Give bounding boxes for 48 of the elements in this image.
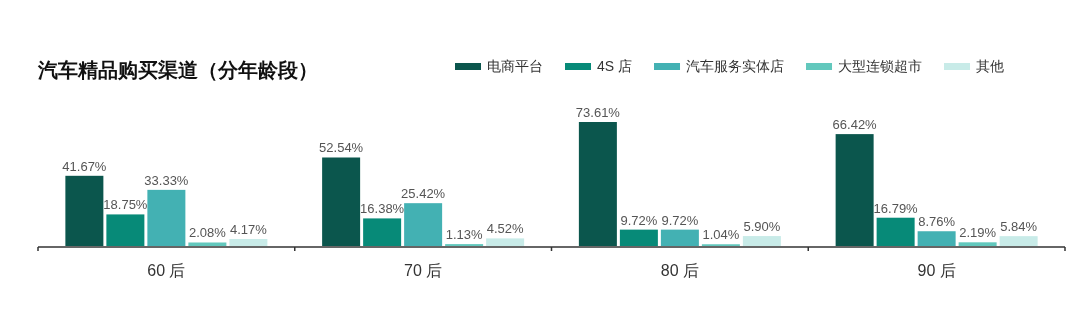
data-label: 4.52% — [486, 221, 524, 237]
data-label: 5.84% — [1000, 219, 1038, 235]
legend-label: 大型连锁超市 — [838, 58, 923, 74]
legend-label: 其他 — [976, 58, 1005, 74]
bar — [106, 214, 145, 246]
bar — [229, 238, 268, 246]
x-tick-label: 90 后 — [917, 262, 956, 279]
bar — [917, 231, 956, 246]
x-tick-label: 60 后 — [147, 262, 186, 279]
bar — [486, 238, 525, 246]
bar — [188, 242, 227, 246]
data-label: 4.17% — [229, 221, 268, 237]
bar — [404, 203, 443, 246]
bar — [578, 122, 617, 246]
legend-label: 电商平台 — [487, 58, 543, 74]
bar — [147, 189, 186, 246]
data-label: 73.61% — [575, 105, 621, 120]
data-label: 5.90% — [743, 219, 781, 235]
legend-label: 汽车服务实体店 — [686, 58, 785, 74]
data-label: 16.38% — [360, 201, 405, 217]
bar — [958, 242, 997, 246]
data-label: 66.42% — [832, 117, 878, 133]
data-label: 25.42% — [401, 186, 446, 202]
data-label: 9.72% — [620, 212, 658, 228]
data-label: 33.33% — [144, 172, 189, 188]
bar — [65, 175, 104, 246]
data-label: 52.54% — [319, 140, 364, 156]
data-label: 8.76% — [918, 214, 956, 230]
data-label: 9.72% — [661, 212, 699, 228]
bar — [660, 229, 699, 246]
x-tick-label: 70 后 — [404, 262, 443, 279]
bar — [999, 236, 1038, 246]
data-label: 16.79% — [873, 200, 919, 216]
bar — [742, 236, 781, 246]
data-label: 41.67% — [62, 158, 107, 174]
bar — [835, 134, 874, 246]
bar — [619, 229, 658, 246]
data-label: 2.19% — [959, 225, 997, 241]
chart-title: 汽车精品购买渠道（分年龄段） — [37, 59, 318, 81]
legend-label: 4S 店 — [597, 58, 633, 74]
bar — [363, 218, 402, 246]
data-label: 1.13% — [445, 227, 483, 243]
bar — [876, 217, 915, 246]
data-label: 18.75% — [103, 197, 148, 213]
data-label: 2.08% — [188, 225, 227, 241]
x-tick-label: 80 后 — [660, 262, 699, 279]
bar — [322, 157, 361, 246]
data-label: 1.04% — [702, 227, 740, 243]
